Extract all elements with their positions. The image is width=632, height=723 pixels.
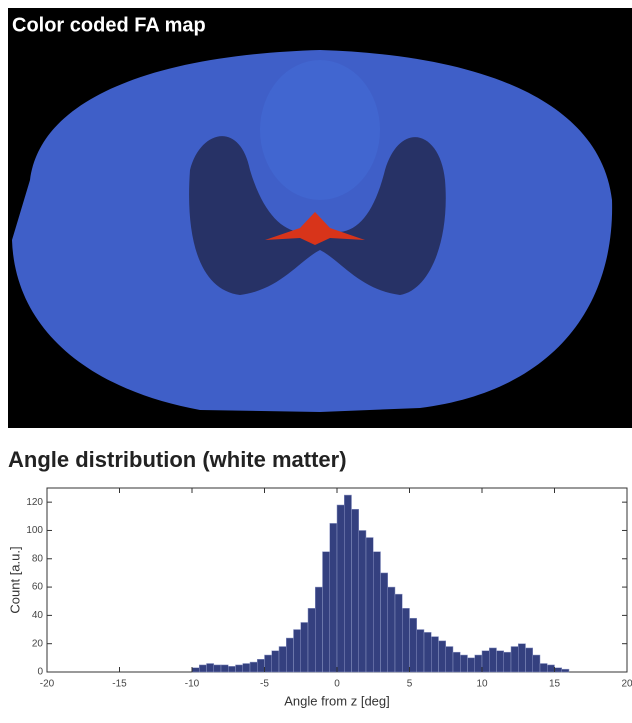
x-tick-label: 0 xyxy=(334,679,340,690)
bar xyxy=(322,551,330,673)
bar xyxy=(242,663,251,673)
bar xyxy=(228,666,236,673)
y-tick-label: 120 xyxy=(26,497,43,508)
bar xyxy=(307,608,316,673)
bar xyxy=(525,647,533,673)
bar xyxy=(257,659,265,673)
title-bg xyxy=(8,8,278,38)
bar xyxy=(191,667,200,673)
bar xyxy=(554,667,562,673)
bar xyxy=(394,593,403,673)
x-tick-label: 20 xyxy=(621,679,632,690)
bar xyxy=(344,494,352,673)
bar xyxy=(293,629,301,673)
bar xyxy=(438,640,446,673)
y-tick-label: 100 xyxy=(26,525,43,536)
y-tick-label: 80 xyxy=(32,553,44,564)
bar xyxy=(409,617,417,673)
bar xyxy=(264,654,272,673)
bar xyxy=(235,664,243,673)
bar xyxy=(402,608,410,673)
bar xyxy=(199,664,207,673)
y-axis-label: Count [a.u.] xyxy=(7,546,22,613)
bar xyxy=(336,504,345,673)
x-tick-label: 15 xyxy=(549,679,561,690)
bar xyxy=(474,654,483,673)
y-tick-label: 20 xyxy=(32,638,44,649)
bar xyxy=(489,647,497,673)
bar xyxy=(329,523,338,673)
y-tick-label: 60 xyxy=(32,582,44,593)
bar xyxy=(547,664,555,673)
chart-title: Angle distribution (white matter) xyxy=(8,447,347,472)
x-tick-label: -20 xyxy=(40,679,55,690)
bar xyxy=(315,586,323,673)
bar xyxy=(365,537,374,673)
bar xyxy=(286,637,294,673)
bar xyxy=(220,664,229,673)
bar xyxy=(503,651,512,673)
bar xyxy=(467,657,475,673)
x-tick-label: -5 xyxy=(260,679,269,690)
bar xyxy=(510,646,519,673)
bar xyxy=(445,646,454,673)
bar xyxy=(271,650,280,673)
bar xyxy=(518,643,526,673)
bar xyxy=(300,622,309,673)
bar xyxy=(561,668,570,673)
bar xyxy=(416,629,425,673)
fa-map: Color coded FA map xyxy=(8,8,632,428)
bar xyxy=(351,508,359,673)
x-axis-label: Angle from z [deg] xyxy=(284,693,390,708)
y-tick-label: 0 xyxy=(37,667,43,678)
commissure xyxy=(265,212,365,245)
gray-matter xyxy=(189,136,446,295)
bar xyxy=(206,663,214,673)
bar xyxy=(496,650,504,673)
bar xyxy=(380,572,388,673)
x-tick-label: -10 xyxy=(185,679,200,690)
bar xyxy=(431,636,439,673)
x-tick-label: 5 xyxy=(407,679,413,690)
bar xyxy=(278,646,287,673)
bar xyxy=(249,661,258,673)
bar xyxy=(358,530,367,673)
bar xyxy=(213,664,222,673)
bar xyxy=(481,650,490,673)
image-title: Color coded FA map xyxy=(12,14,206,36)
x-tick-label: -15 xyxy=(112,679,127,690)
bar xyxy=(539,663,548,673)
dorsal-region xyxy=(260,60,380,200)
bar xyxy=(423,632,432,673)
bar xyxy=(387,586,396,673)
y-tick-label: 40 xyxy=(32,610,44,621)
bar xyxy=(532,654,541,673)
bar xyxy=(452,651,461,673)
bar xyxy=(460,654,468,673)
x-tick-label: 10 xyxy=(476,679,488,690)
bar xyxy=(373,551,381,673)
